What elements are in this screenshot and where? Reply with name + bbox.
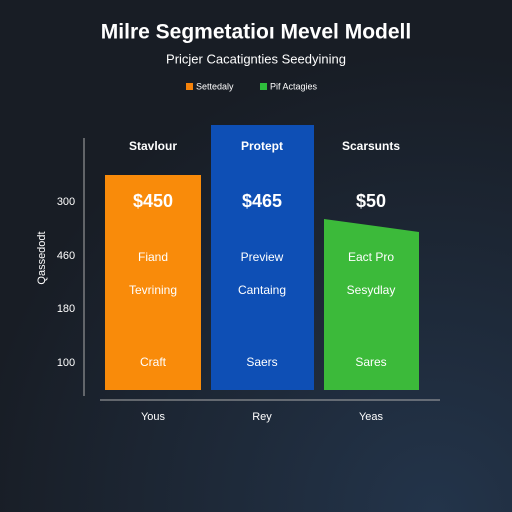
y-tick-label: 300 <box>57 196 75 208</box>
feature: Preview <box>241 250 284 264</box>
x-tick-label: Yous <box>141 411 166 423</box>
axis-label: Qassedodt <box>36 231 48 284</box>
y-tick-label: 180 <box>57 303 75 315</box>
legend-swatch <box>260 83 267 90</box>
legend-swatch <box>186 83 193 90</box>
y-tick-label: 460 <box>57 250 75 262</box>
feature: Eact Pro <box>348 250 394 264</box>
x-tick-label: Yeas <box>359 411 384 423</box>
y-tick-label: 100 <box>57 357 75 369</box>
legend-label: Pif Actagies <box>270 81 318 91</box>
feature: Fiand <box>138 250 168 264</box>
bar-footer: Sares <box>355 355 386 369</box>
bar-footer: Craft <box>140 355 167 369</box>
feature: Sesydlay <box>347 283 396 297</box>
bar <box>324 219 419 390</box>
bar-footer: Saers <box>246 355 277 369</box>
x-tick-label: Rey <box>252 411 272 423</box>
bar <box>211 125 314 390</box>
feature: Tevrining <box>129 283 177 297</box>
column-heading: Scarsunts <box>342 139 400 153</box>
bar <box>105 175 201 390</box>
legend-label: Settedaly <box>196 81 234 91</box>
price: $450 <box>133 191 173 211</box>
price: $50 <box>356 191 386 211</box>
feature: Cantaing <box>238 283 286 297</box>
subtitle: Pricjer Cacatignties Seedyining <box>166 51 346 66</box>
column-heading: Protept <box>241 139 283 153</box>
title: Milre Segmetatioı Mevel Modell <box>101 21 411 44</box>
column-heading: Stavlour <box>129 139 177 153</box>
price: $465 <box>242 191 282 211</box>
